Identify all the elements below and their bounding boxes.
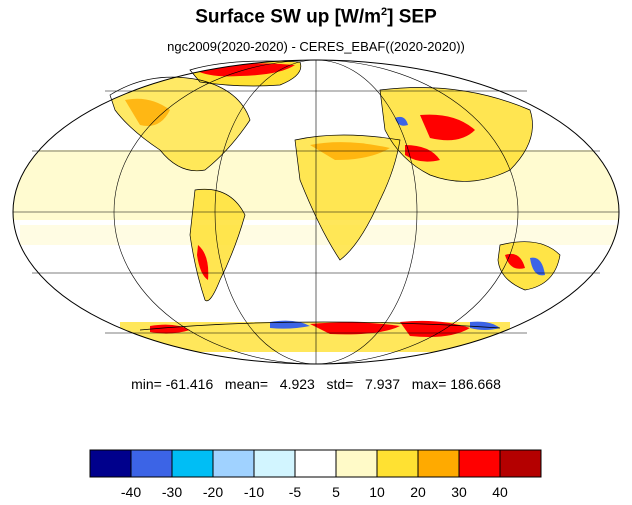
globe-outline: [12, 59, 620, 365]
colorbar-swatch: [335, 449, 378, 478]
colorbar-swatch: [376, 449, 419, 478]
statistics-line: min= -61.416 mean= 4.923 std= 7.937 max=…: [131, 376, 501, 392]
colorbar-swatch: [499, 449, 542, 478]
colorbar-tick-label: -30: [161, 484, 183, 500]
colorbar-swatch: [212, 449, 255, 478]
colorbar-tick-label: 30: [451, 484, 467, 500]
colorbar-tick-label: 40: [492, 484, 508, 500]
colorbar-swatch: [458, 449, 501, 478]
map-subtitle: ngc2009(2020-2020) - CERES_EBAF((2020-20…: [167, 39, 465, 54]
colorbar-swatch: [417, 449, 460, 478]
colorbar-tick-label: -10: [243, 484, 265, 500]
colorbar-swatch: [294, 449, 337, 478]
colorbar-swatch: [253, 449, 296, 478]
colorbar-tick-label: -40: [120, 484, 142, 500]
colorbar-swatch: [130, 449, 173, 478]
colorbar-swatch: [171, 449, 214, 478]
colorbar-tick-label: -5: [288, 484, 302, 500]
map-title: Surface SW up [W/m2] SEP: [195, 6, 437, 28]
colorbar-tick-label: 5: [332, 484, 340, 500]
colorbar-swatch: [89, 449, 132, 478]
colorbar-tick-label: -20: [202, 484, 224, 500]
colorbar-tick-label: 10: [369, 484, 385, 500]
coastlines: [109, 60, 561, 331]
colorbar-tick-label: 20: [410, 484, 426, 500]
